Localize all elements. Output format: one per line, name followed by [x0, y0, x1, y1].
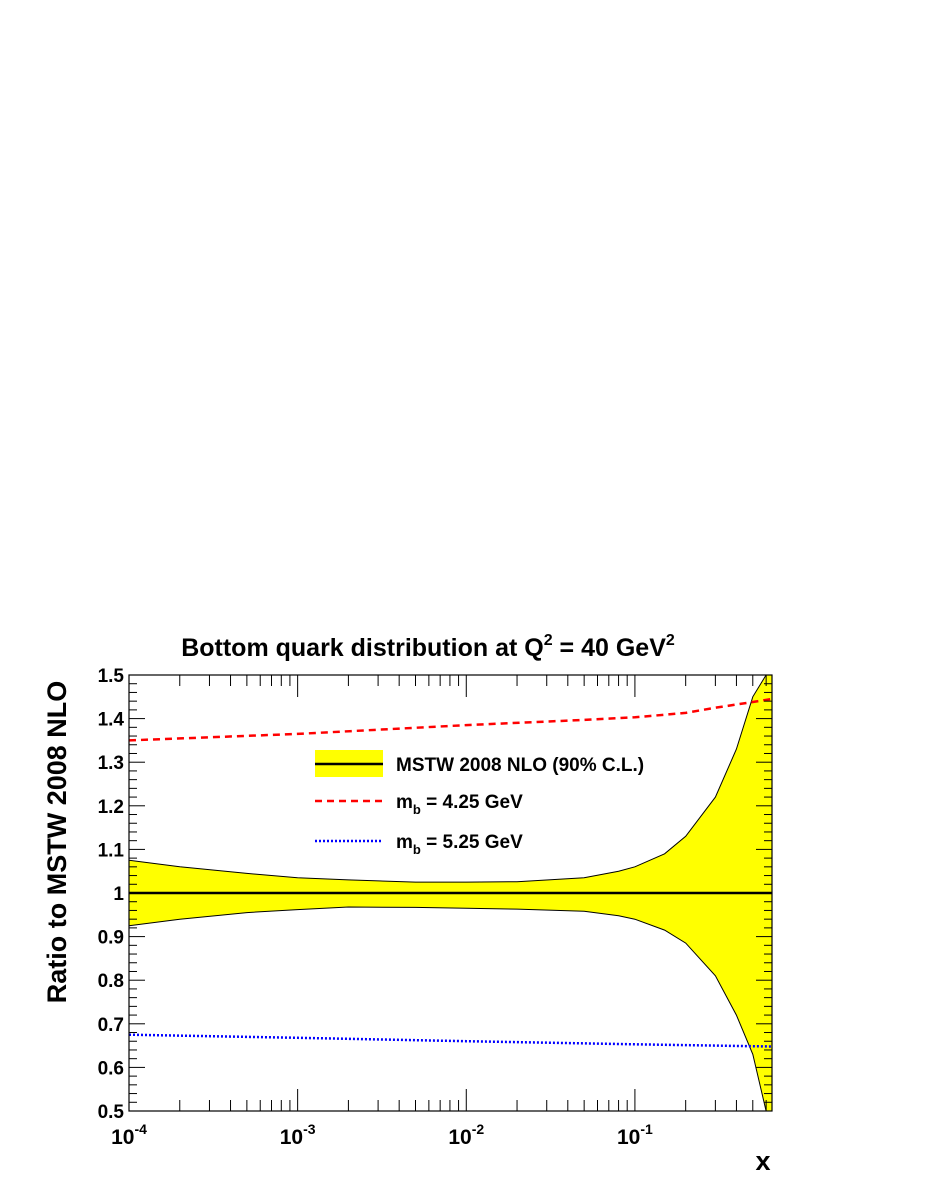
x-tick-base: 10 [111, 1126, 134, 1149]
title-mid: = 40 GeV [553, 634, 667, 662]
y-tick-label: 1.4 [98, 710, 125, 731]
legend-label-mb525: mb = 5.25 GeV [396, 832, 523, 857]
mb525-rest: = 5.25 GeV [421, 832, 523, 853]
mb425-sub: b [413, 802, 421, 817]
legend-label-band: MSTW 2008 NLO (90% C.L.) [396, 755, 644, 776]
title-text: Bottom quark distribution at Q [181, 634, 544, 662]
mb-5p25-line [129, 1033, 772, 1048]
y-tick-label: 0.9 [98, 928, 124, 949]
y-tick-label: 1.1 [98, 840, 125, 861]
y-tick-label: 1.3 [98, 753, 124, 774]
mb-4p25-line [129, 697, 772, 742]
x-tick-label: 10-4 [111, 1121, 147, 1149]
band-lower-edge [129, 906, 772, 1111]
y-tick-label: 1 [113, 884, 124, 905]
y-tick-label: 0.5 [98, 1102, 125, 1123]
x-tick-label: 10-2 [448, 1121, 484, 1149]
mb425-main: m [396, 792, 413, 813]
band-upper-edge [129, 675, 772, 883]
legend-label-mb425: mb = 4.25 GeV [396, 792, 523, 817]
plot-layer [129, 675, 772, 1111]
x-tick-base: 10 [617, 1126, 640, 1149]
y-tick-label: 0.6 [98, 1058, 124, 1079]
title-sup-2: 2 [666, 632, 675, 649]
x-tick-label: 10-3 [280, 1121, 316, 1149]
x-tick-base: 10 [280, 1126, 303, 1149]
plot-area [129, 675, 772, 1111]
y-tick-label: 1.5 [98, 666, 125, 687]
y-tick-label: 0.7 [98, 1015, 124, 1036]
x-tick-exponent: -4 [134, 1121, 147, 1137]
y-axis-label: Ratio to MSTW 2008 NLO [42, 681, 72, 1004]
title-sup-1: 2 [544, 632, 553, 649]
mb525-sub: b [413, 842, 421, 857]
mb525-main: m [396, 832, 413, 853]
axes-layer: 0.50.60.70.80.911.11.21.31.41.510-4 10-3 1… [98, 666, 773, 1149]
mb425-rest: = 4.25 GeV [421, 792, 523, 813]
y-tick-label: 1.2 [98, 797, 124, 818]
x-tick-label: 10-1 [617, 1121, 653, 1149]
chart-title: Bottom quark distribution at Q2 = 40 GeV… [181, 632, 675, 662]
x-tick-exponent: -1 [640, 1121, 653, 1137]
y-tick-label: 0.8 [98, 971, 124, 992]
x-tick-base: 10 [448, 1126, 471, 1149]
x-axis-label: x [755, 1146, 770, 1176]
legend: MSTW 2008 NLO (90% C.L.) mb = 4.25 GeV m… [315, 750, 644, 857]
x-tick-exponent: -2 [472, 1121, 485, 1137]
x-tick-exponent: -3 [303, 1121, 316, 1137]
